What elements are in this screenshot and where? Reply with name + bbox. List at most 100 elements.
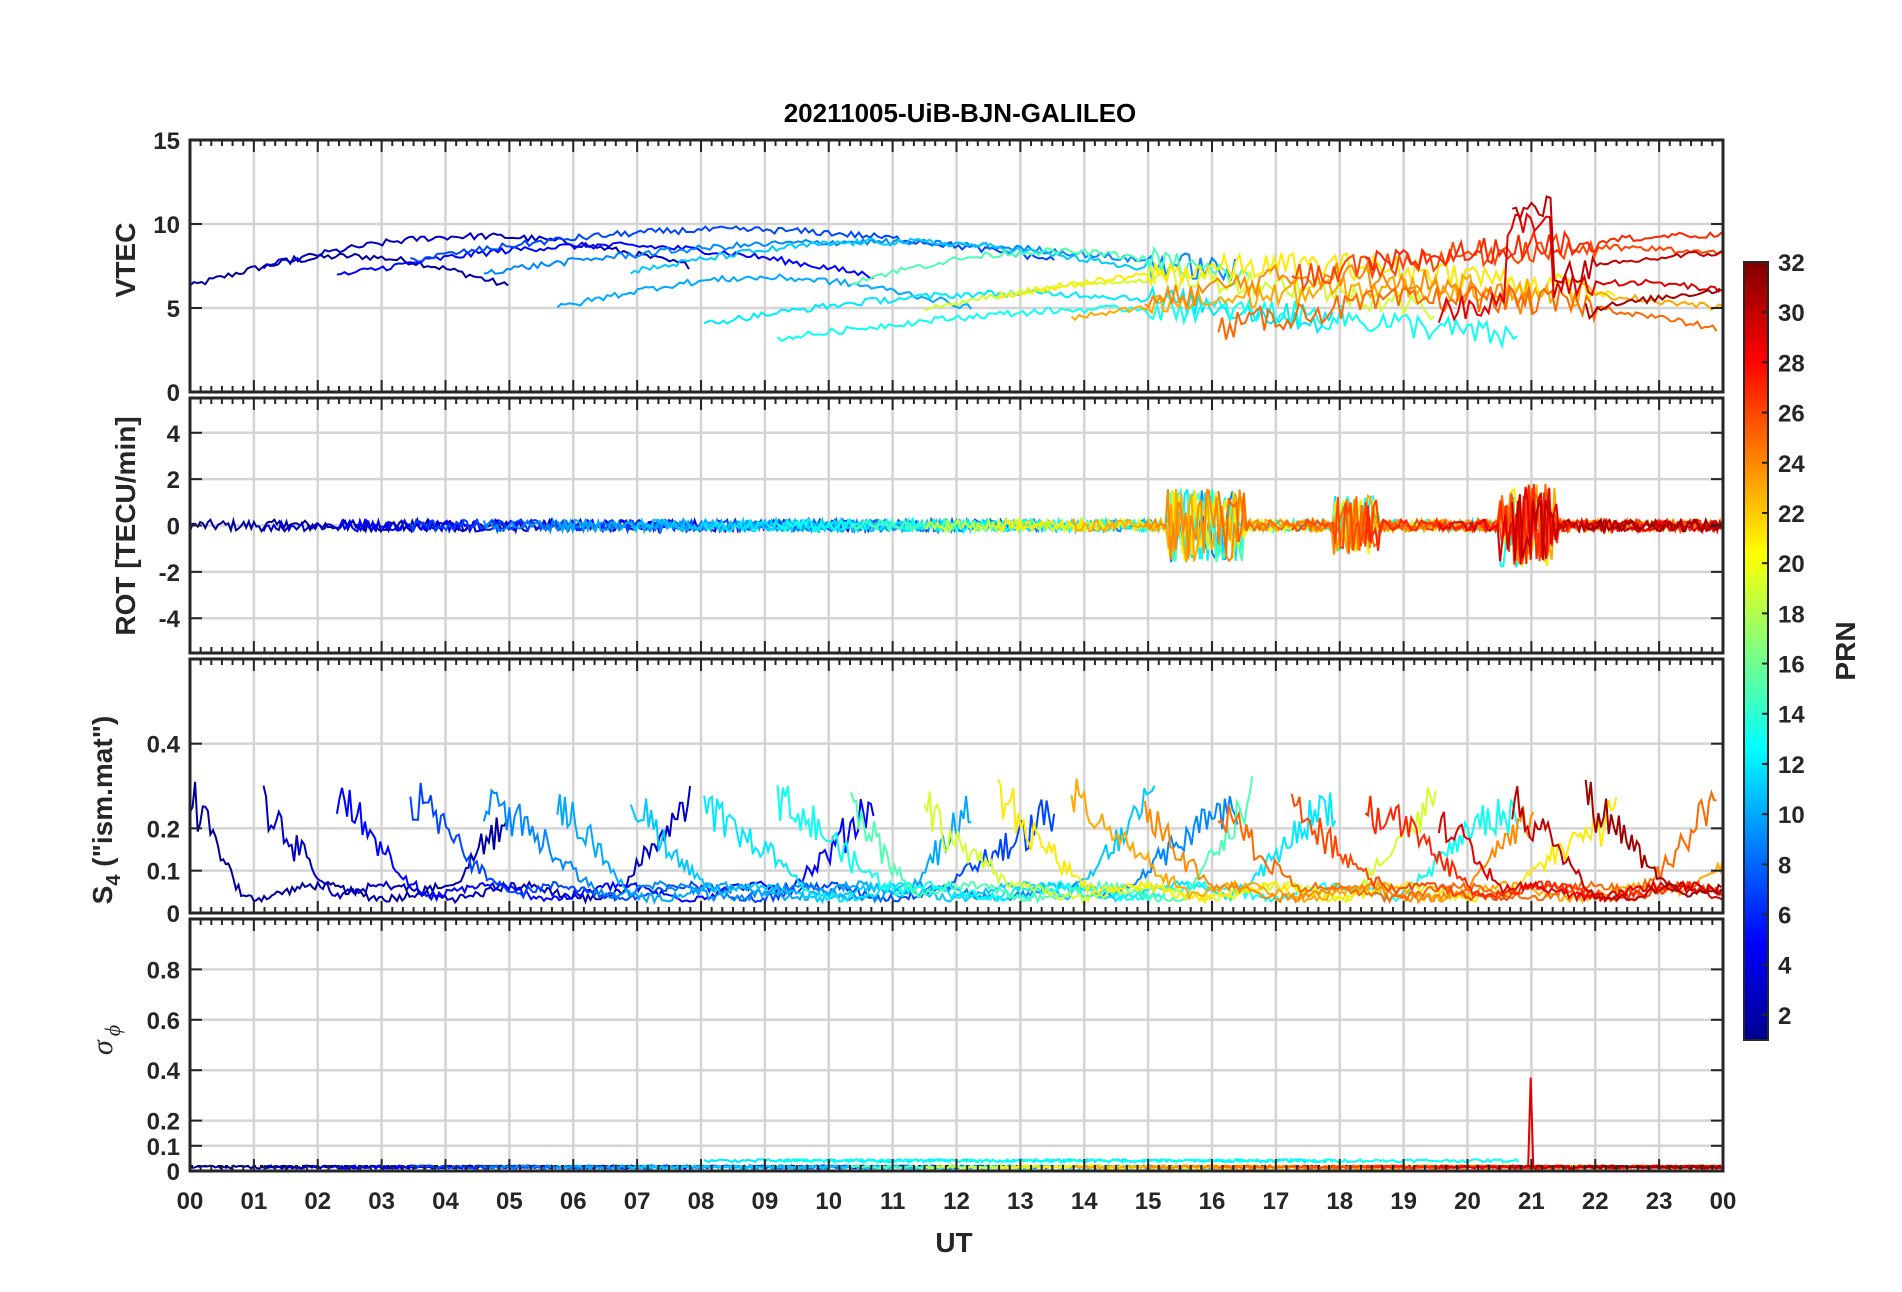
s4-trace-prn-2: [189, 781, 508, 904]
colorbar-tick-label-2: 6: [1778, 903, 1791, 930]
x-tick-label-4: 04: [432, 1188, 459, 1215]
vtec-ytick-label: 15: [153, 128, 180, 155]
colorbar-tick-label-9: 20: [1778, 551, 1805, 578]
x-tick-label-12: 12: [943, 1188, 970, 1215]
x-tick-label-16: 16: [1199, 1188, 1226, 1215]
x-tick-label-19: 19: [1390, 1188, 1417, 1215]
s4-ticks: 0 0.1 0.2 0.4: [147, 659, 1724, 928]
colorbar-tick-label-5: 12: [1778, 752, 1805, 779]
colorbar-label: PRN: [1830, 621, 1861, 680]
vtec-panel: 0 5 10 15 VTEC: [110, 128, 1725, 407]
sigma-phi-ticks: 00.10.2 0.4 0.6 0.8: [147, 919, 1724, 1186]
rot-trace-prn-10: [556, 516, 973, 535]
x-tick-label-21: 21: [1518, 1188, 1545, 1215]
s4-trace-prn-11: [629, 785, 1156, 905]
s4-trace-prn-30: [1511, 786, 1723, 902]
sigma-phi-ylabel-sub: ϕ: [100, 1025, 125, 1036]
vtec-trace-prn-10: [556, 273, 972, 310]
x-tick-label-23: 23: [1646, 1188, 1673, 1215]
colorbar-tick-label-10: 22: [1778, 501, 1805, 528]
rot-ytick-label: -4: [159, 606, 181, 633]
x-tick-label-18: 18: [1326, 1188, 1353, 1215]
s4-trace-prn-26: [1290, 793, 1722, 903]
rot-series: [189, 483, 1724, 569]
rot-trace-prn-5: [336, 517, 875, 535]
sigma-phi-ylabel: σϕ: [86, 1025, 125, 1055]
s4-ylabel-main: S: [87, 886, 118, 905]
vtec-trace-prn-30: [1511, 195, 1724, 284]
s4-trace-prn-21: [997, 779, 1618, 906]
x-tick-label-0: 00: [177, 1188, 204, 1215]
colorbar-tick-label-11: 24: [1778, 451, 1805, 478]
colorbar-tick-label-1: 4: [1778, 953, 1792, 980]
x-tick-label-22: 22: [1582, 1188, 1609, 1215]
colorbar-tick-label-15: 32: [1778, 250, 1805, 277]
sigma-phi-ytick-label: 0.8: [147, 957, 180, 984]
sigma-phi-ytick-label: 0: [167, 1159, 180, 1186]
x-tick-label-6: 06: [560, 1188, 587, 1215]
x-tick-label-10: 10: [815, 1188, 842, 1215]
rot-ylabel: ROT [TECU/min]: [110, 416, 141, 635]
x-tick-label-1: 01: [241, 1188, 268, 1215]
x-tick-label-9: 09: [752, 1188, 779, 1215]
colorbar-tick-label-4: 10: [1778, 802, 1805, 829]
sigma-phi-trace-prn-31: [1584, 1164, 1722, 1170]
s4-grid: [190, 659, 1723, 913]
vtec-ticks: 0 5 10 15: [153, 128, 1724, 407]
s4-trace-prn-24: [1143, 800, 1535, 905]
vtec-ylabel: VTEC: [110, 223, 141, 298]
vtec-trace-prn-5: [336, 241, 874, 280]
vtec-ytick-label: 10: [153, 212, 180, 239]
sigma-phi-panel: 00.10.2 0.4 0.6 0.8 σϕ: [86, 917, 1725, 1186]
x-tick-label-24: 00: [1710, 1188, 1737, 1215]
x-tick-label-5: 05: [496, 1188, 523, 1215]
x-tick-label-14: 14: [1071, 1188, 1098, 1215]
s4-ylabel-sub: 4: [103, 874, 125, 886]
vtec-trace-prn-2: [189, 252, 509, 287]
x-tick-label-13: 13: [1007, 1188, 1034, 1215]
s4-trace-prn-12: [703, 792, 1337, 903]
colorbar-tick-label-14: 30: [1778, 300, 1805, 327]
colorbar-tick-label-3: 8: [1778, 852, 1791, 879]
vtec-trace-prn-13: [776, 294, 1518, 350]
s4-ytick-label: 0.2: [147, 816, 180, 843]
rot-ytick-label: 2: [167, 467, 180, 494]
vtec-trace-prn-3: [262, 231, 690, 270]
vtec-ytick-label: 0: [167, 380, 180, 407]
vtec-trace-prn-24: [1144, 259, 1533, 315]
s4-panel: 0 0.1 0.2 0.4 S4 ("ism.mat"): [87, 657, 1725, 928]
s4-ytick-label: 0.4: [147, 732, 181, 759]
s4-trace-prn-3: [262, 785, 692, 905]
x-tick-label-7: 07: [624, 1188, 651, 1215]
x-tick-labels: 00 01 02 03 04 05 06 07 08 09 10 11 12 13 14 15 16 17 18 19…: [177, 1188, 1737, 1215]
vtec-trace-prn-31: [1584, 287, 1721, 321]
vtec-trace-prn-11: [630, 237, 1153, 280]
colorbar-tick-label-7: 16: [1778, 652, 1805, 679]
sigma-phi-ytick-label: 0.4: [147, 1058, 181, 1085]
rot-ytick-label: 0: [167, 514, 180, 541]
chart-title: 20211005-UiB-BJN-GALILEO: [784, 98, 1137, 128]
x-tick-label-2: 02: [304, 1188, 331, 1215]
s4-ylabel-rest: ("ism.mat"): [87, 716, 118, 875]
s4-ytick-label: 0: [167, 901, 180, 928]
rot-ytick-label: -2: [159, 560, 180, 587]
rot-ytick-label: 4: [167, 421, 181, 448]
vtec-trace-prn-25: [1217, 284, 1718, 340]
x-tick-label-8: 08: [688, 1188, 715, 1215]
s4-trace-prn-31: [1584, 779, 1722, 898]
x-tick-label-15: 15: [1135, 1188, 1162, 1215]
vtec-trace-prn-29: [1437, 212, 1723, 324]
x-tick-label-20: 20: [1454, 1188, 1481, 1215]
vtec-trace-prn-27: [1364, 228, 1723, 272]
sigma-phi-ytick-label: 0.2: [147, 1109, 180, 1136]
s4-trace-prn-29: [1437, 811, 1723, 903]
x-axis-label: UT: [935, 1227, 972, 1258]
colorbar-tick-label-12: 26: [1778, 401, 1805, 428]
vtec-trace-prn-19: [924, 263, 1435, 321]
rot-ticks: -4 -2 0 2 4: [159, 398, 1724, 653]
vtec-series: [189, 195, 1724, 350]
rot-panel: -4 -2 0 2 4 ROT [TECU/min]: [110, 396, 1725, 655]
